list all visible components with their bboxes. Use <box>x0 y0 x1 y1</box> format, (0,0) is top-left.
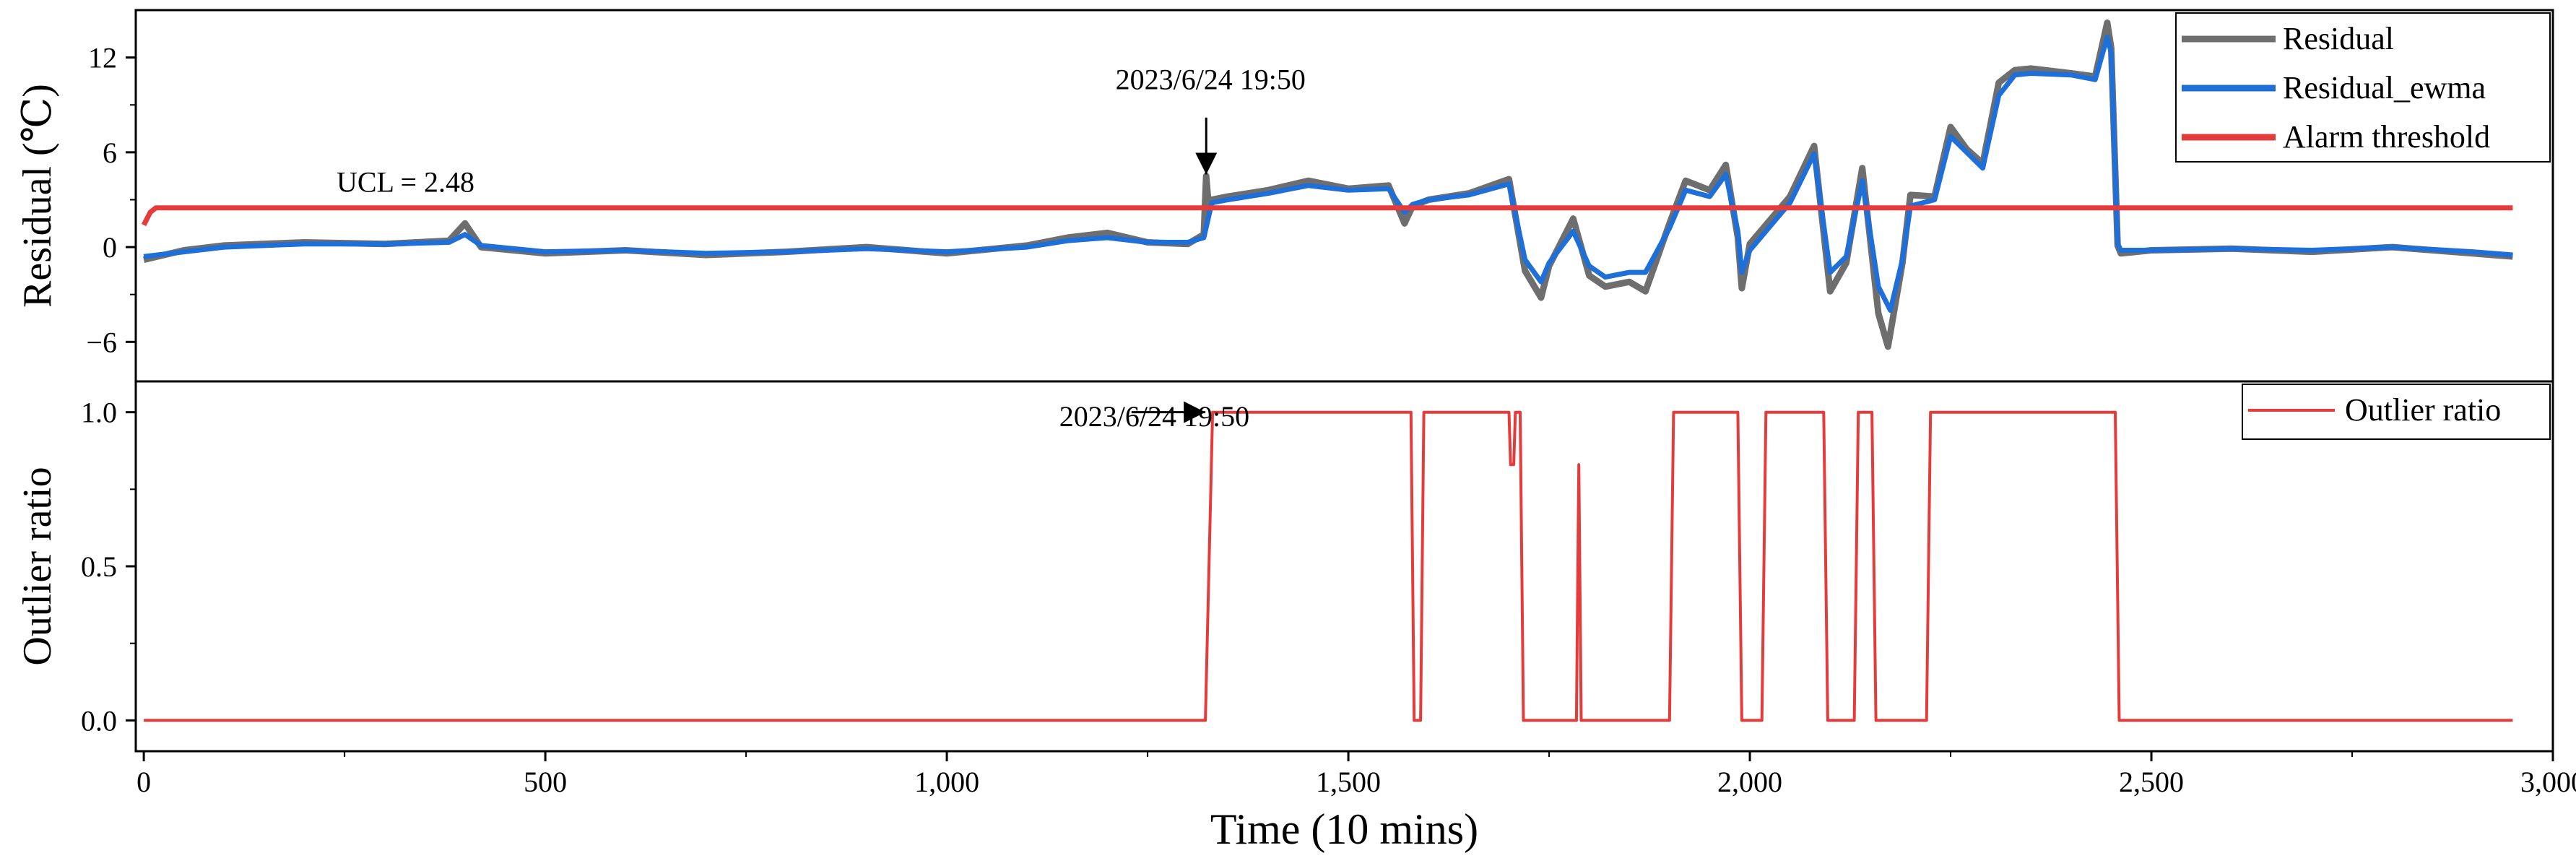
panel-frame-bottom <box>134 380 2554 753</box>
y-tick-label-bottom: 0.5 <box>81 550 117 583</box>
x-tick-label: 1,500 <box>1316 766 1381 798</box>
series-line-alarm-threshold <box>141 205 2513 227</box>
x-tick-label: 500 <box>524 766 567 798</box>
y-tick-label-top: 6 <box>103 137 117 169</box>
series-line-outlier-ratio <box>144 410 2513 722</box>
alarm-time-annotation: 2023/6/24 19:50 <box>1059 400 1249 433</box>
y-tick-label-bottom: 0.0 <box>81 704 117 737</box>
x-tick-label: 3,000 <box>2520 766 2576 798</box>
y-tick-label-bottom: 1.0 <box>81 397 117 429</box>
ucl-annotation: UCL = 2.48 <box>337 166 474 199</box>
y-tick-label-top: 0 <box>103 231 117 264</box>
x-axis-label: Time (10 mins) <box>1210 805 1478 853</box>
legend-label: Alarm threshold <box>2283 119 2490 155</box>
x-tick-label: 1,000 <box>914 766 979 798</box>
legend-label: Outlier ratio <box>2345 392 2501 428</box>
y-axis-label-bottom: Outlier ratio <box>15 467 60 665</box>
y-axis-label-top: Residual (℃) <box>15 84 60 308</box>
legend-label: Residual_ewma <box>2283 70 2486 105</box>
alarm-time-annotation: 2023/6/24 19:50 <box>1116 63 1306 95</box>
x-tick-label: 2,000 <box>1717 766 1782 798</box>
x-tick-label: 2,500 <box>2119 766 2184 798</box>
x-tick-label: 0 <box>136 766 151 798</box>
y-tick-label-top: 12 <box>88 42 117 74</box>
legend-label: Residual <box>2283 21 2394 56</box>
series-line-residual <box>143 20 2513 350</box>
y-tick-label-top: −6 <box>86 326 117 358</box>
series-line-residual-ewma <box>143 34 2513 313</box>
